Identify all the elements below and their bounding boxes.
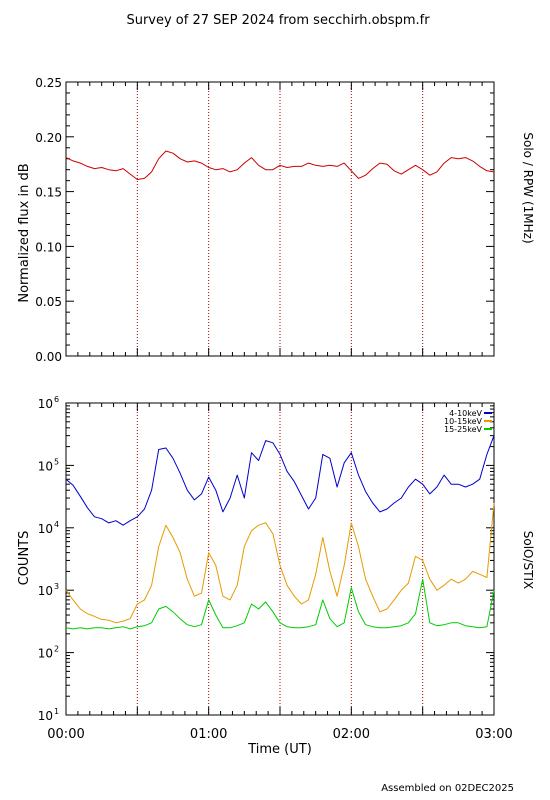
y-tick-label: 0.15 (35, 186, 62, 200)
y-tick-exponent: 2 (54, 645, 59, 654)
y-tick-label: 0.20 (35, 131, 62, 145)
figure-title: Survey of 27 SEP 2024 from secchirh.obsp… (126, 13, 430, 28)
series-line (65, 578, 495, 630)
rpw-instrument-label: Solo / RPW (1MHz) (521, 132, 535, 243)
stix-y-label: COUNTS (17, 531, 32, 586)
y-tick-label: 10 (38, 397, 53, 411)
legend-label: 10-15keV (444, 417, 483, 426)
x-tick-label: 00:00 (47, 727, 84, 742)
x-tick-label: 02:00 (333, 727, 370, 742)
y-tick-exponent: 4 (54, 520, 59, 529)
x-tick-label: 03:00 (475, 727, 512, 742)
stix-instrument-label: SolO/STIX (521, 531, 535, 590)
x-tick-label: 01:00 (190, 727, 227, 742)
x-axis-label: Time (UT) (247, 742, 312, 757)
y-tick-label: 0.10 (35, 240, 62, 254)
y-tick-label: 10 (38, 459, 53, 473)
y-tick-exponent: 5 (54, 457, 59, 466)
legend-label: 15-25keV (444, 425, 483, 434)
rpw-y-label: Normalized flux in dB (17, 163, 32, 302)
plot-frame (65, 81, 495, 357)
y-tick-exponent: 1 (54, 707, 59, 716)
series-line (65, 150, 495, 180)
legend-label: 4-10keV (449, 409, 482, 418)
footer-note: Assembled on 02DEC2025 (381, 783, 514, 794)
y-tick-label: 0.25 (35, 76, 62, 90)
y-tick-label: 10 (38, 709, 53, 723)
rpw-panel: 0.00 0.05 0.10 0.15 0.20 0.25 (35, 76, 495, 364)
y-tick-exponent: 6 (54, 395, 59, 404)
series-line (65, 502, 495, 624)
y-tick-label: 10 (38, 522, 53, 536)
series-line (65, 435, 495, 526)
y-tick-label: 10 (38, 584, 53, 598)
y-tick-label: 0.05 (35, 295, 62, 309)
y-tick-label: 10 (38, 647, 53, 661)
y-tick-exponent: 3 (54, 582, 59, 591)
y-tick-label: 0.00 (35, 350, 62, 364)
